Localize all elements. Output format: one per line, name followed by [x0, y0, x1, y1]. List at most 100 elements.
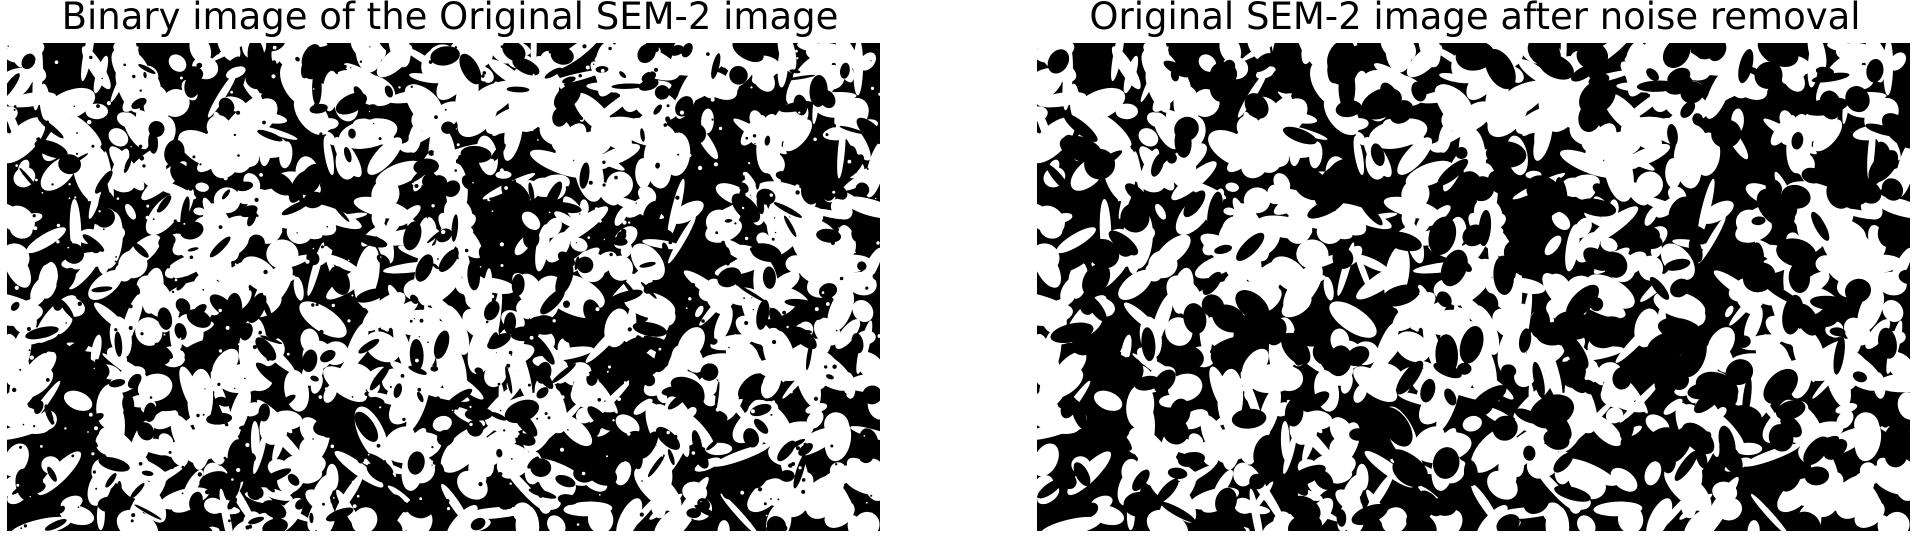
pore [460, 145, 492, 163]
material-blob [563, 501, 613, 517]
material-blob [1507, 277, 1546, 294]
speckle [33, 52, 35, 54]
speckle [795, 49, 798, 53]
speckle [454, 409, 458, 413]
material-blob [1056, 227, 1096, 254]
speckle [718, 126, 723, 131]
material-blob [1584, 211, 1608, 228]
speckle [671, 211, 675, 216]
material-blob [1148, 250, 1178, 279]
pore [310, 375, 319, 382]
pore [1160, 501, 1196, 523]
pore [1060, 473, 1077, 490]
pore [1492, 415, 1518, 441]
pore [1649, 276, 1670, 300]
pore [406, 497, 433, 519]
pore [608, 289, 643, 304]
pore [1123, 491, 1156, 517]
speckle [508, 350, 513, 355]
speckle [524, 289, 527, 292]
material-blob [626, 305, 637, 347]
pore [154, 342, 174, 359]
material-blob [1588, 129, 1637, 152]
pore [36, 137, 41, 141]
speckle [218, 349, 223, 353]
material-blob [272, 421, 289, 462]
material-blob [604, 308, 630, 348]
speckle [197, 472, 202, 477]
pore [1406, 511, 1437, 531]
material-blob [7, 296, 45, 323]
speckle [171, 290, 175, 294]
pore [775, 171, 790, 181]
speckle [549, 182, 553, 186]
pore [436, 429, 455, 447]
pore [1811, 211, 1830, 241]
material-blob [1037, 243, 1060, 274]
speckle [65, 322, 67, 324]
pore [1875, 141, 1891, 163]
speckle [418, 336, 420, 338]
pore [639, 431, 659, 459]
material-blob [304, 203, 362, 230]
material-blob [60, 495, 83, 511]
speckle [815, 471, 817, 473]
pore [1536, 322, 1570, 346]
pore [335, 92, 368, 115]
pore [1742, 262, 1776, 293]
pore [1207, 191, 1223, 233]
speckle [688, 251, 692, 255]
material-blob [642, 239, 682, 250]
speckle [714, 452, 717, 456]
speckle [402, 417, 406, 422]
speckle [115, 370, 120, 375]
speckle [677, 153, 680, 156]
speckle [324, 387, 328, 390]
material-blob [38, 261, 58, 299]
material-blob [217, 124, 260, 144]
speckle [205, 489, 210, 495]
speckle [537, 479, 541, 483]
speckle [688, 297, 692, 301]
material-blob [1118, 169, 1137, 219]
speckle [109, 218, 112, 221]
pore [474, 367, 483, 374]
pore [619, 71, 627, 79]
material-blob [1827, 43, 1854, 52]
pore [114, 331, 123, 357]
speckle [143, 300, 147, 304]
pore [164, 139, 185, 166]
speckle [749, 247, 754, 251]
pore [393, 383, 403, 398]
speckle [586, 372, 590, 377]
speckle [846, 516, 849, 519]
material-blob [484, 361, 507, 388]
material-blob [244, 402, 261, 417]
material-blob [649, 404, 669, 422]
speckle [570, 500, 575, 505]
material-blob [720, 493, 759, 531]
speckle [91, 148, 96, 152]
material-blob [1273, 511, 1292, 531]
material-blob [1200, 414, 1231, 464]
speckle [33, 226, 38, 231]
pore [552, 106, 569, 127]
speckle [102, 198, 107, 202]
speckle [259, 173, 263, 177]
pore [555, 474, 576, 488]
speckle [317, 57, 319, 60]
speckle [567, 429, 569, 431]
speckle [641, 334, 645, 338]
pore [553, 83, 581, 111]
speckle [499, 242, 504, 247]
speckle [499, 409, 502, 412]
right-panel: Original SEM-2 image after noise removal [1030, 0, 1920, 541]
speckle [727, 93, 730, 97]
speckle [23, 524, 27, 528]
speckle [436, 396, 440, 401]
material-blob [1115, 103, 1138, 120]
speckle [236, 110, 241, 115]
speckle [497, 527, 501, 531]
material-blob [614, 132, 632, 152]
pore [421, 184, 450, 190]
